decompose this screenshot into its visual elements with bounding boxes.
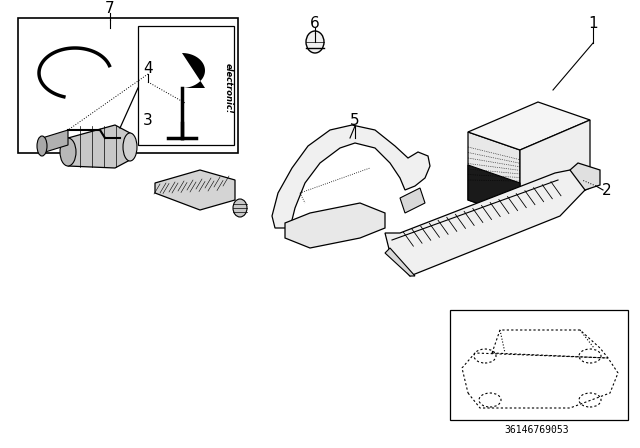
- Polygon shape: [468, 165, 520, 218]
- Polygon shape: [155, 170, 235, 210]
- Text: 3: 3: [143, 112, 153, 128]
- Polygon shape: [468, 132, 520, 218]
- Text: 6: 6: [310, 16, 320, 30]
- Text: 4: 4: [143, 60, 153, 76]
- Text: 36146769053: 36146769053: [505, 425, 570, 435]
- Polygon shape: [272, 125, 430, 228]
- Bar: [105, 133, 125, 145]
- Polygon shape: [400, 188, 425, 213]
- Text: electronic!: electronic!: [223, 63, 232, 113]
- Bar: [450, 310, 628, 420]
- Text: 7: 7: [105, 0, 115, 16]
- Polygon shape: [42, 130, 68, 153]
- Text: 1: 1: [588, 16, 598, 30]
- Ellipse shape: [306, 31, 324, 53]
- Ellipse shape: [123, 133, 137, 161]
- Polygon shape: [570, 163, 600, 190]
- Ellipse shape: [37, 136, 47, 156]
- Polygon shape: [285, 203, 385, 248]
- Polygon shape: [520, 120, 590, 218]
- Ellipse shape: [233, 199, 247, 217]
- Polygon shape: [468, 102, 590, 150]
- Bar: [138, 26, 234, 145]
- Polygon shape: [385, 248, 415, 276]
- Text: 5: 5: [350, 112, 360, 128]
- Bar: [18, 18, 238, 153]
- Ellipse shape: [60, 138, 76, 166]
- Polygon shape: [68, 125, 130, 168]
- Text: 2: 2: [602, 182, 612, 198]
- Polygon shape: [385, 170, 585, 276]
- Polygon shape: [159, 53, 205, 88]
